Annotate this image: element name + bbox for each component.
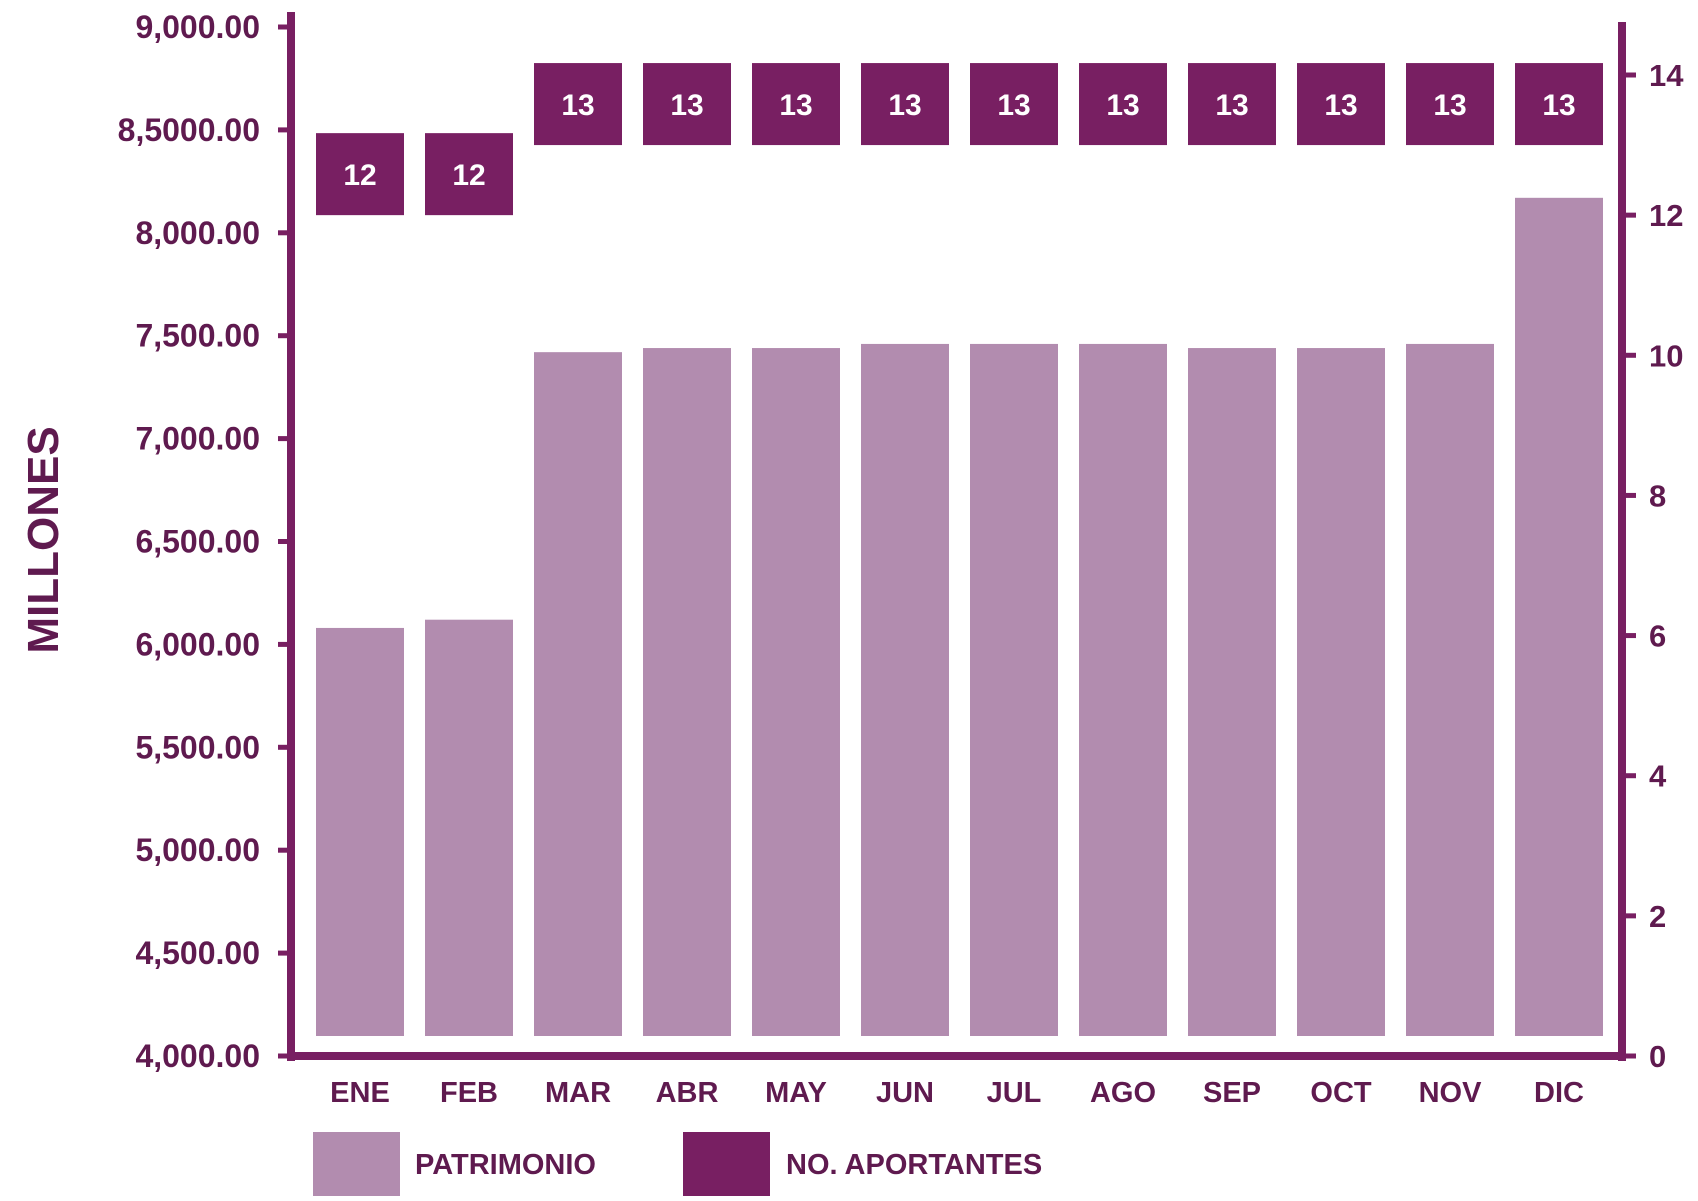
marker-aportantes-abr (643, 63, 731, 146)
category-labels: ENE FEB MAR ABR MAY JUN JUL AGO SEP OCT NOV DIC (330, 1077, 1584, 1109)
y2-tick-label: 6 (1649, 619, 1666, 654)
marker-label-feb: 12 (452, 159, 485, 192)
x-tick-sep: SEP (1203, 1077, 1261, 1109)
legend-swatch-patrimonio (313, 1132, 400, 1196)
marker-label-jun: 13 (888, 89, 921, 122)
y-tick-label: 9,000.00 (135, 9, 260, 45)
bar-patrimonio-jul (970, 343, 1058, 1036)
marker-aportantes-sep (1188, 63, 1276, 146)
y-tick-label: 7,000.00 (135, 421, 260, 457)
bar-patrimonio-ene (316, 627, 404, 1036)
x-tick-dic: DIC (1534, 1077, 1584, 1109)
x-tick-nov: NOV (1419, 1077, 1483, 1109)
axes: 4,000.00 4,500.00 5,000.00 5,500.00 6,000.00… (118, 9, 1685, 1074)
x-tick-ago: AGO (1090, 1077, 1156, 1109)
y-tick-label: 4,000.00 (135, 1038, 260, 1074)
bar-patrimonio-sep (1188, 348, 1276, 1037)
x-tick-mar: MAR (545, 1077, 611, 1109)
marker-aportantes-ago (1079, 63, 1167, 146)
bar-patrimonio-feb (425, 619, 513, 1036)
x-tick-jul: JUL (987, 1077, 1042, 1109)
bar-patrimonio-abr (643, 348, 731, 1037)
x-tick-jun: JUN (876, 1077, 934, 1109)
marker-label-sep: 13 (1215, 89, 1248, 122)
marker-label-abr: 13 (670, 89, 703, 122)
y2-tick-label: 12 (1649, 198, 1683, 233)
y-tick-label: 8,000.00 (135, 215, 260, 251)
y-tick-label: 5,000.00 (135, 832, 260, 868)
y2-tick-label: 8 (1649, 478, 1666, 513)
marker-label-jul: 13 (997, 89, 1030, 122)
marker-aportantes-dic (1515, 63, 1603, 146)
y2-tick-label: 10 (1649, 338, 1683, 373)
marker-aportantes-may (752, 63, 840, 146)
x-tick-may: MAY (765, 1077, 827, 1109)
y-tick-label: 4,500.00 (135, 935, 260, 971)
y-axis-label: MILLONES (19, 426, 68, 653)
marker-aportantes-ene (316, 133, 404, 216)
marker-label-may: 13 (779, 89, 812, 122)
marker-label-nov: 13 (1433, 89, 1466, 122)
y2-tick-label: 2 (1649, 899, 1666, 934)
marker-aportantes-jun (861, 63, 949, 146)
y-tick-label: 8,5000.00 (118, 112, 260, 148)
x-tick-ene: ENE (330, 1077, 390, 1109)
marker-aportantes-feb (425, 133, 513, 216)
marker-aportantes-jul (970, 63, 1058, 146)
marker-aportantes-oct (1297, 63, 1385, 146)
marker-label-dic: 13 (1542, 89, 1575, 122)
bar-patrimonio-jun (861, 343, 949, 1036)
marker-label-ene: 12 (343, 159, 376, 192)
bar-patrimonio-may (752, 348, 840, 1037)
y-tick-label: 7,500.00 (135, 318, 260, 354)
x-tick-oct: OCT (1310, 1077, 1372, 1109)
x-tick-abr: ABR (656, 1077, 719, 1109)
bar-patrimonio-dic (1515, 197, 1603, 1037)
legend-label-aportantes: NO. APORTANTES (786, 1149, 1042, 1181)
y2-tick-label: 14 (1649, 58, 1684, 93)
bar-patrimonio-ago (1079, 343, 1167, 1036)
patrimonio-bars (316, 197, 1603, 1037)
aportantes-markers: 12 12 13 13 13 13 13 13 13 13 13 13 (316, 63, 1603, 216)
y-tick-label: 6,000.00 (135, 626, 260, 662)
y2-tick-label: 4 (1649, 759, 1667, 794)
bar-patrimonio-mar (534, 352, 622, 1036)
y-tick-label: 6,500.00 (135, 524, 260, 560)
legend-swatch-aportantes (683, 1132, 770, 1196)
bar-patrimonio-nov (1406, 343, 1494, 1036)
y-tick-label: 5,500.00 (135, 729, 260, 765)
x-tick-feb: FEB (440, 1077, 498, 1109)
marker-label-mar: 13 (561, 89, 594, 122)
marker-aportantes-mar (534, 63, 622, 146)
y2-tick-label: 0 (1649, 1039, 1666, 1074)
marker-aportantes-nov (1406, 63, 1494, 146)
legend-label-patrimonio: PATRIMONIO (415, 1149, 596, 1181)
marker-label-ago: 13 (1106, 89, 1139, 122)
marker-label-oct: 13 (1324, 89, 1357, 122)
bar-patrimonio-oct (1297, 348, 1385, 1037)
legend: PATRIMONIO NO. APORTANTES (313, 1132, 1042, 1196)
